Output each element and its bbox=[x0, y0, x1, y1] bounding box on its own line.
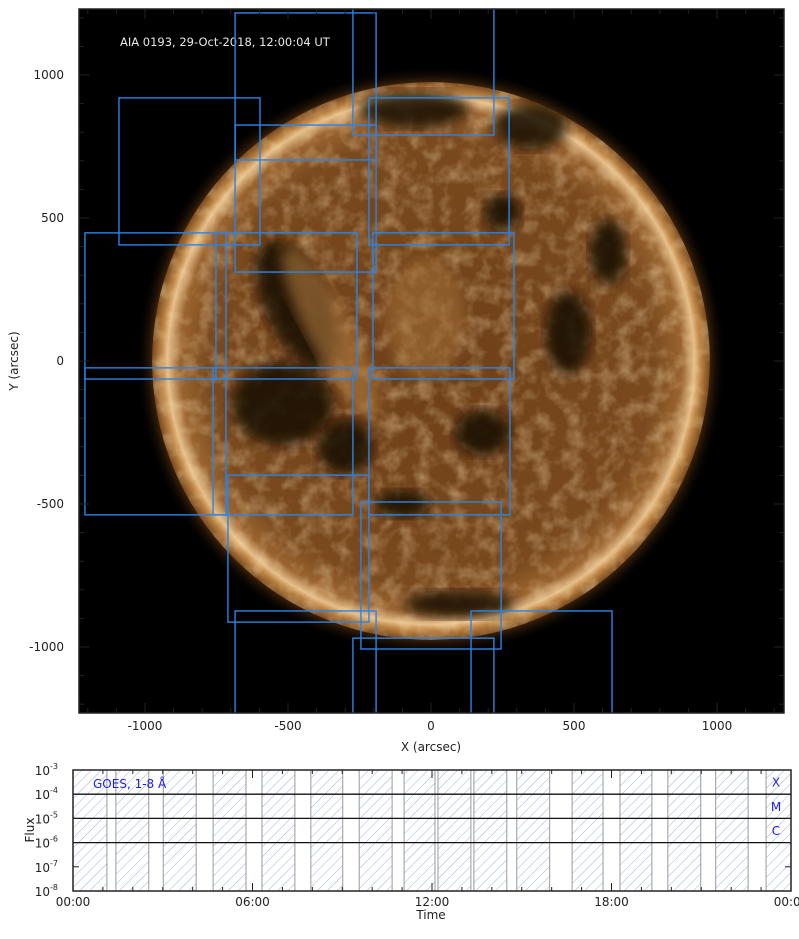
flux-tick-exponent: -4 bbox=[50, 786, 58, 795]
fov-box bbox=[84, 232, 227, 380]
x-axis-label: X (arcsec) bbox=[401, 740, 461, 754]
observation-interval bbox=[572, 770, 604, 891]
x-tick-label: -1000 bbox=[128, 719, 163, 733]
coronal-hole bbox=[590, 220, 627, 285]
observation-interval bbox=[516, 770, 550, 891]
x-tick-label: -500 bbox=[274, 719, 301, 733]
observation-interval bbox=[163, 770, 197, 891]
flux-tick-label: 10-5 bbox=[35, 810, 58, 826]
x-tick-label: 0 bbox=[427, 719, 435, 733]
bright-region bbox=[385, 258, 466, 379]
fov-box bbox=[372, 232, 515, 380]
observation-interval bbox=[766, 770, 791, 891]
observation-intervals bbox=[73, 770, 791, 891]
flux-tick-base: 10 bbox=[35, 764, 50, 778]
coronal-hole bbox=[358, 91, 469, 128]
goes-axes: 00:0006:0012:0018:0000:0010-310-410-510-… bbox=[35, 762, 799, 909]
flux-tick-base: 10 bbox=[35, 861, 50, 875]
flux-tick-base: 10 bbox=[35, 788, 50, 802]
goes-frame bbox=[72, 769, 792, 892]
flux-tick-label: 10-6 bbox=[35, 835, 58, 851]
image-title: AIA 0193, 29-Oct-2018, 12:00:04 UT bbox=[120, 35, 331, 49]
coronal-hole bbox=[374, 490, 430, 518]
observation-interval bbox=[715, 770, 749, 891]
flux-tick-exponent: -7 bbox=[50, 859, 58, 868]
observation-interval bbox=[437, 770, 471, 891]
observation-interval bbox=[310, 770, 343, 891]
fov-box bbox=[352, 637, 495, 713]
time-tick-label: 00:00 bbox=[774, 895, 799, 909]
x-tick-label: 1000 bbox=[702, 719, 733, 733]
goes-legend: GOES, 1-8 Å bbox=[93, 776, 167, 791]
aia-image-panel: AIA 0193, 29-Oct-2018, 12:00:04 UT -1000… bbox=[7, 8, 785, 754]
observation-interval bbox=[261, 770, 295, 891]
flux-tick-label: 10-4 bbox=[35, 786, 58, 802]
observation-interval bbox=[619, 770, 652, 891]
y-tick-label: -1000 bbox=[29, 640, 64, 654]
fov-box bbox=[84, 367, 227, 516]
time-tick-label: 06:00 bbox=[235, 895, 270, 909]
observation-interval bbox=[115, 770, 149, 891]
fov-box bbox=[368, 367, 511, 516]
fov-box bbox=[118, 97, 261, 246]
coronal-hole bbox=[455, 409, 510, 456]
time-tick-label: 18:00 bbox=[594, 895, 629, 909]
fov-box bbox=[352, 9, 495, 136]
y-tick-label: -500 bbox=[37, 497, 64, 511]
flare-class-labels: XMC bbox=[771, 776, 781, 838]
flux-tick-label: 10-7 bbox=[35, 859, 58, 875]
flare-class-label: M bbox=[771, 800, 781, 814]
fov-box bbox=[368, 97, 510, 246]
fov-boxes bbox=[84, 9, 613, 713]
y-tick-label: 1000 bbox=[33, 68, 64, 82]
observation-interval bbox=[473, 770, 507, 891]
observation-interval bbox=[667, 770, 701, 891]
fov-box bbox=[234, 610, 377, 713]
y-axis-label: Y (arcsec) bbox=[7, 331, 21, 391]
flare-class-label: C bbox=[772, 824, 780, 838]
goes-x-axis-label: Time bbox=[415, 908, 445, 922]
coronal-hole bbox=[494, 103, 568, 150]
time-tick-label: 12:00 bbox=[415, 895, 450, 909]
fov-box bbox=[470, 610, 613, 713]
fov-box bbox=[360, 501, 502, 650]
fov-box bbox=[227, 474, 370, 623]
observation-interval bbox=[213, 770, 247, 891]
bright-loop-band bbox=[282, 247, 380, 417]
time-tick-label: 00:00 bbox=[56, 895, 91, 909]
coronal-hole bbox=[484, 193, 521, 231]
flare-class-lines bbox=[73, 793, 791, 844]
fov-box bbox=[215, 232, 358, 380]
goes-y-axis-label: Flux bbox=[23, 818, 37, 843]
flux-tick-base: 10 bbox=[35, 885, 50, 899]
coronal-hole bbox=[231, 362, 333, 446]
solar-disk-image bbox=[135, 65, 727, 657]
image-axes: -1000 -500 0 500 1000 -1000 -500 0 500 1000 bbox=[29, 9, 784, 733]
fov-box bbox=[234, 124, 377, 273]
y-tick-label: 500 bbox=[41, 211, 64, 225]
fov-box bbox=[234, 12, 377, 161]
goes-panel: 00:0006:0012:0018:0000:0010-310-410-510-… bbox=[23, 762, 799, 922]
coronal-hole bbox=[545, 291, 592, 374]
coronal-hole bbox=[404, 590, 515, 618]
observation-interval bbox=[404, 770, 435, 891]
observation-interval bbox=[73, 770, 107, 891]
image-frame bbox=[78, 8, 785, 714]
flux-tick-exponent: -3 bbox=[50, 762, 58, 771]
flux-tick-exponent: -6 bbox=[50, 835, 58, 844]
coronal-hole bbox=[317, 419, 373, 475]
observation-interval bbox=[359, 770, 393, 891]
flux-tick-label: 10-3 bbox=[35, 762, 58, 778]
flare-class-label: X bbox=[772, 776, 780, 790]
y-tick-label: 0 bbox=[56, 354, 64, 368]
x-tick-label: 500 bbox=[563, 719, 586, 733]
flux-tick-base: 10 bbox=[35, 837, 50, 851]
disk-features bbox=[152, 82, 710, 640]
fov-box bbox=[212, 367, 354, 516]
flux-tick-label: 10-8 bbox=[35, 883, 58, 899]
flux-tick-exponent: -8 bbox=[50, 883, 58, 892]
flux-tick-exponent: -5 bbox=[50, 810, 58, 819]
flux-tick-base: 10 bbox=[35, 812, 50, 826]
